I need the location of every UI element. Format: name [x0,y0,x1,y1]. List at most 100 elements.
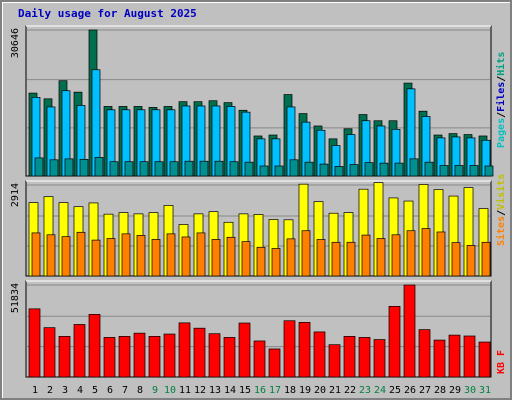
kbytes-bar-10 [163,333,176,378]
sites-bar-28 [436,231,446,277]
day-label-24: 24 [374,385,386,396]
pages-bar-27 [424,161,434,177]
kbytes-bar-4 [73,324,86,378]
day-label-22: 22 [344,385,356,396]
sites-bar-1 [31,232,41,277]
pages-bar-30 [469,165,479,177]
pages-bar-4 [79,158,89,177]
pages-bar-8 [139,161,149,177]
day-label-21: 21 [329,385,341,396]
kbytes-bar-28 [433,339,446,378]
pages-bar-18 [289,159,299,177]
day-label-14: 14 [224,385,236,396]
day-label-3: 3 [62,385,68,396]
day-label-11: 11 [179,385,191,396]
legend-entry: Hits [495,52,507,76]
pages-bar-31 [484,165,494,177]
sites-bar-8 [136,235,146,277]
sites-bar-6 [106,238,116,277]
legend-middle: Sites/Visits [495,174,507,246]
kbytes-bar-5 [88,313,101,378]
kbytes-bar-31 [478,341,491,378]
legend-entry: KB F [496,350,507,374]
y-max-label-top: 30646 [10,28,21,58]
sites-bar-18 [286,238,296,277]
sites-bar-5 [91,239,101,277]
sites-bar-9 [151,239,161,277]
pages-bar-7 [124,161,134,177]
kbytes-bar-18 [283,320,296,378]
sites-bar-12 [196,232,206,277]
sites-bar-4 [76,231,86,277]
day-label-8: 8 [137,385,143,396]
sites-bar-29 [451,242,461,277]
legend-entry: / [496,112,507,118]
day-label-30: 30 [464,385,476,396]
kbytes-bar-11 [178,322,191,378]
pages-bar-17 [274,165,284,177]
pages-bar-28 [439,165,449,177]
pages-bar-24 [379,162,389,177]
kbytes-bar-30 [463,335,476,378]
sites-bar-2 [46,234,56,277]
day-label-2: 2 [47,385,53,396]
kbytes-bar-2 [43,327,56,378]
pages-bar-20 [319,163,329,177]
day-label-26: 26 [404,385,416,396]
day-label-6: 6 [107,385,113,396]
kbytes-bar-15 [238,322,251,378]
day-label-17: 17 [269,385,281,396]
sites-bar-3 [61,236,71,277]
sites-bar-23 [361,234,371,277]
pages-bar-29 [454,165,464,177]
kbytes-bar-26 [403,284,416,378]
pages-bar-23 [364,162,374,177]
kbytes-bar-6 [103,337,116,378]
legend-entry: Pages [496,118,507,148]
day-label-7: 7 [122,385,128,396]
legend-entry: / [496,76,507,82]
day-label-13: 13 [209,385,221,396]
kbytes-bar-24 [373,339,386,378]
kbytes-bar-8 [133,332,146,378]
day-label-18: 18 [284,385,296,396]
kbytes-bar-3 [58,336,71,378]
pages-bar-21 [334,166,344,177]
pages-bar-22 [349,164,359,177]
pages-bar-16 [259,165,269,177]
sites-bar-16 [256,246,266,277]
day-label-28: 28 [434,385,446,396]
sites-bar-21 [331,241,341,277]
day-label-10: 10 [164,385,176,396]
day-label-16: 16 [254,385,266,396]
pages-bar-11 [184,160,194,177]
pages-bar-25 [394,162,404,177]
day-label-27: 27 [419,385,431,396]
legend-entry: Sites [495,216,507,246]
day-label-12: 12 [194,385,206,396]
day-label-1: 1 [32,385,38,396]
day-label-15: 15 [239,385,251,396]
pages-bar-12 [199,160,209,177]
kbytes-bar-12 [193,327,206,378]
pages-bar-2 [49,159,59,177]
kbytes-bar-7 [118,336,131,378]
pages-bar-26 [409,158,419,177]
pages-bar-10 [169,161,179,177]
pages-bar-1 [34,157,44,177]
kbytes-bar-23 [358,337,371,378]
day-label-29: 29 [449,385,461,396]
day-label-9: 9 [152,385,158,396]
day-label-25: 25 [389,385,401,396]
kbytes-bar-16 [253,340,266,378]
sites-bar-22 [346,241,356,277]
sites-bar-30 [466,245,476,277]
pages-bar-9 [154,161,164,177]
sites-bar-15 [241,241,251,277]
chart-title: Daily usage for August 2025 [18,7,197,20]
y-max-label-middle: 2914 [10,183,21,207]
day-label-31: 31 [479,385,491,396]
sites-bar-11 [181,236,191,277]
pages-bar-3 [64,158,74,177]
